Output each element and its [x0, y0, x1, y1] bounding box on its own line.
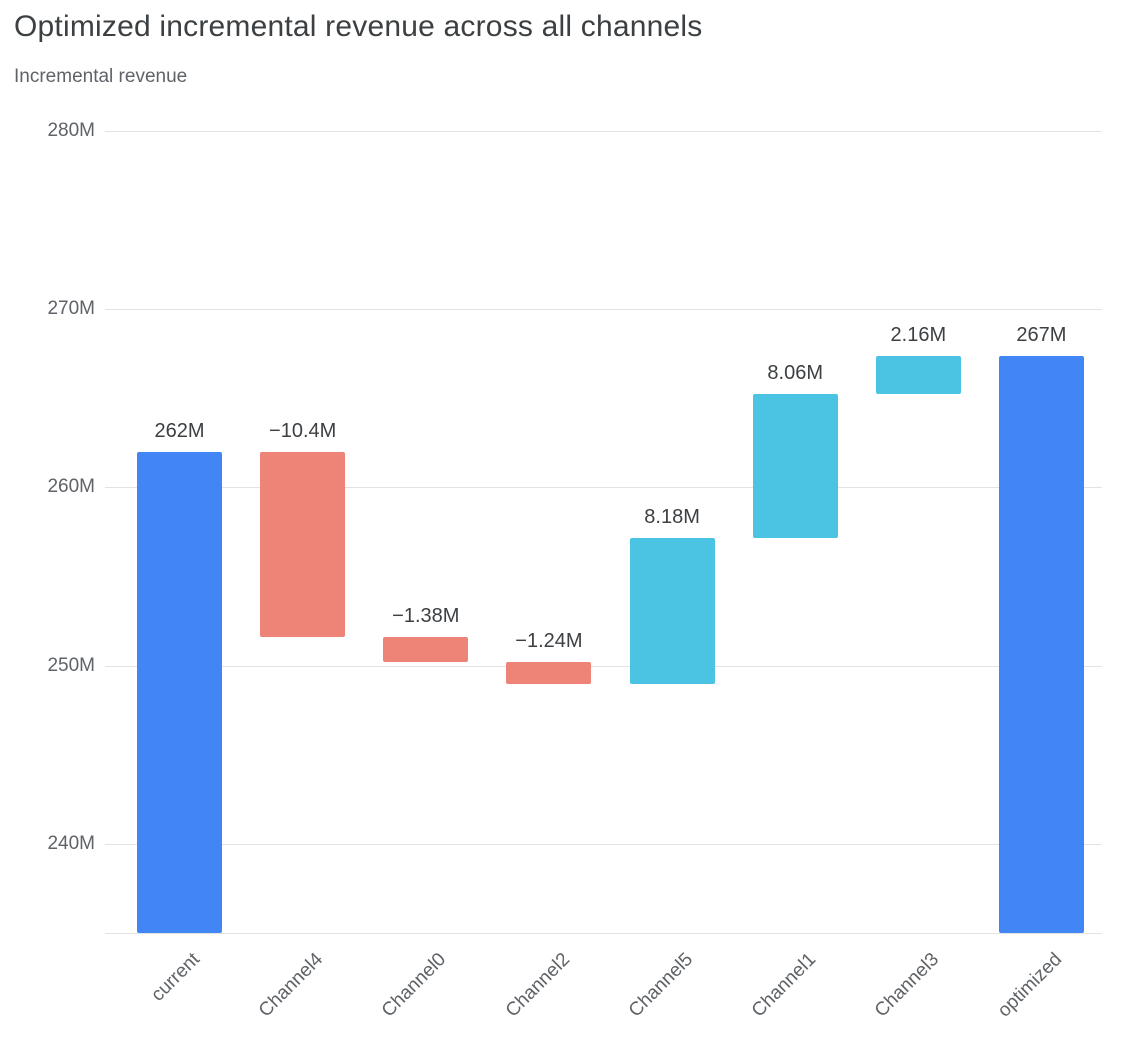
bar-value-label: 267M	[1016, 323, 1067, 346]
gridline	[105, 131, 1102, 132]
x-axis-label: Channel2	[501, 949, 574, 1022]
x-axis-label: Channel1	[747, 949, 821, 1022]
bar-Channel5[interactable]	[629, 538, 715, 684]
y-axis-tick-label: 280M	[47, 120, 95, 141]
x-axis-label: current	[147, 949, 205, 1006]
chart-title: Optimized incremental revenue across all…	[14, 10, 703, 43]
gridline	[105, 487, 1102, 489]
bar-Channel3[interactable]	[875, 355, 961, 395]
x-axis-label: Channel3	[870, 949, 944, 1022]
bar-value-label: 2.16M	[890, 323, 947, 346]
y-axis-tick-label: 270M	[47, 298, 95, 320]
x-axis-label: Channel0	[378, 949, 451, 1022]
bar-Channel0[interactable]	[383, 637, 469, 662]
gridline	[105, 309, 1102, 311]
x-axis-label: optimized	[993, 949, 1067, 1022]
x-axis-label: Channel5	[624, 949, 697, 1022]
bar-value-label: 8.06M	[767, 362, 823, 385]
y-axis-tick-label: 260M	[47, 476, 95, 498]
y-axis-tick-label: 240M	[47, 832, 95, 854]
gridline	[105, 665, 1102, 667]
bar-Channel4[interactable]	[260, 451, 346, 638]
chart-subtitle: Incremental revenue	[14, 66, 188, 87]
bar-value-label: −1.38M	[392, 605, 460, 628]
bar-Channel2[interactable]	[506, 661, 592, 684]
bar-value-label: 262M	[154, 419, 205, 442]
y-axis-tick-label: 250M	[47, 654, 95, 676]
bar-value-label: 8.18M	[644, 506, 700, 529]
gridline	[105, 843, 1102, 845]
bar-value-label: −10.4M	[269, 419, 337, 442]
x-axis-line	[105, 933, 1102, 934]
bar-value-label: −1.24M	[515, 629, 583, 652]
bar-Channel1[interactable]	[752, 394, 838, 539]
x-axis-label: Channel4	[255, 949, 328, 1022]
bar-current[interactable]	[137, 451, 223, 933]
bar-optimized[interactable]	[998, 355, 1084, 933]
